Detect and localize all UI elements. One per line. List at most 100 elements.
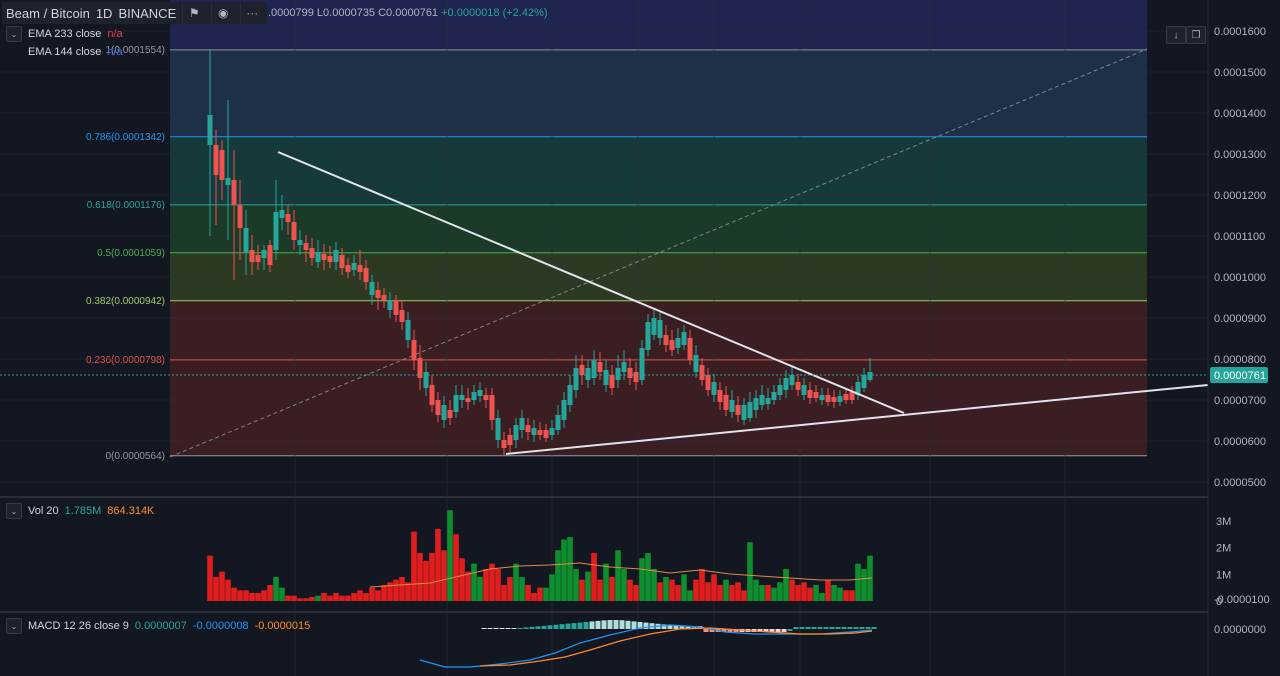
volume-bar: [285, 595, 291, 601]
volume-bar: [213, 576, 219, 601]
candle-body: [681, 332, 687, 345]
descending-trend-line[interactable]: [277, 151, 905, 414]
macd-hist-bar: [613, 620, 619, 629]
candle-body: [519, 418, 525, 430]
fib-band: [170, 204, 1147, 253]
flag-icon[interactable]: ⚑: [182, 3, 205, 23]
macd-hist-bar: [805, 627, 811, 629]
volume-legend[interactable]: ⌄ Vol 20 1.785M 864.314K: [6, 503, 154, 519]
volume-bar: [309, 596, 315, 601]
candle-body: [219, 150, 225, 180]
fib-retracement[interactable]: 1(0.0001554) 0.786(0.0001342) 0.618(0.0001…: [86, 45, 1147, 462]
candle-body: [867, 372, 873, 380]
symbol-header[interactable]: Beam / Bitcoin 1D BINANCE ⚑ ◉ ···: [2, 2, 268, 24]
macd-label: MACD 12 26 close 9: [28, 620, 129, 632]
volume-bar: [789, 579, 795, 601]
volume-bar: [783, 568, 789, 601]
candle-body: [693, 355, 699, 372]
macd-legend[interactable]: ⌄ MACD 12 26 close 9 0.0000007 -0.000000…: [6, 618, 310, 634]
scroll-down-icon[interactable]: ↓: [1166, 26, 1186, 44]
candle-body: [291, 222, 297, 240]
macd-hist-bar: [493, 628, 499, 629]
volume-bar: [831, 584, 837, 601]
candle-body: [273, 212, 279, 250]
macd-hist-bar: [769, 629, 775, 632]
fib-level-label: 1(0.0001554): [106, 45, 166, 56]
candle-body: [471, 392, 477, 400]
price-tick-label: 0.0000500: [1214, 477, 1266, 489]
price-tick-label: 0.0000800: [1214, 354, 1266, 366]
volume-bar: [279, 587, 285, 601]
candle-body: [453, 395, 459, 412]
volume-bar: [267, 584, 273, 601]
fib-level-label: 0.618(0.0001176): [87, 200, 165, 211]
chevron-down-icon[interactable]: ⌄: [6, 26, 22, 42]
ema144-legend[interactable]: EMA 144 close n/a: [28, 46, 123, 58]
candle-body: [567, 385, 573, 405]
macd-hist-bar: [505, 628, 511, 629]
macd-hist-bar: [571, 623, 577, 629]
candle-body: [525, 425, 531, 432]
volume-bar: [531, 592, 537, 601]
fib-level-label: 0.5(0.0001059): [97, 248, 165, 259]
candle-body: [531, 428, 537, 435]
chevron-down-icon[interactable]: ⌄: [6, 503, 22, 519]
candle-body: [747, 402, 753, 418]
macd-hist-bar: [835, 627, 841, 629]
fib-band: [170, 136, 1147, 205]
volume-bar: [669, 579, 675, 601]
candle-body: [483, 395, 489, 400]
chevron-down-icon[interactable]: ⌄: [6, 618, 22, 634]
candle-body: [699, 365, 705, 380]
price-tick-label: 0.0001100: [1214, 231, 1265, 243]
volume-bar: [693, 579, 699, 601]
maximize-icon[interactable]: ❐: [1186, 26, 1206, 44]
volume-bar: [681, 574, 687, 601]
volume-bar: [705, 582, 711, 601]
volume-tick-label: 0: [1216, 596, 1222, 608]
macd-hist-bar: [619, 620, 625, 629]
eye-icon[interactable]: ◉: [211, 3, 234, 23]
macd-hist-bar: [499, 628, 505, 629]
price-axis[interactable]: [1208, 0, 1280, 676]
candle-body: [615, 368, 621, 380]
vol-value-1: 1.785M: [64, 505, 102, 517]
volume-bar: [591, 552, 597, 601]
volume-bar: [771, 587, 777, 601]
candles: [207, 50, 873, 455]
volume-bar: [435, 528, 441, 601]
candle-body: [225, 178, 231, 185]
candle-body: [207, 115, 213, 145]
candle-body: [543, 430, 549, 438]
volume-bar: [459, 558, 465, 601]
symbol-name[interactable]: Beam / Bitcoin: [6, 5, 90, 21]
candle-body: [561, 400, 567, 420]
macd-hist-bar: [535, 626, 541, 629]
candle-body: [687, 338, 693, 360]
candle-body: [357, 265, 363, 272]
macd-hist-bar: [607, 620, 613, 629]
volume-bar: [537, 587, 543, 601]
fib-top-band: [170, 0, 1147, 49]
candle-body: [609, 375, 615, 388]
macd-hist-bar: [517, 628, 523, 629]
candle-body: [633, 372, 639, 382]
volume-bar: [417, 552, 423, 601]
ema233-legend[interactable]: ⌄ EMA 233 close n/a: [6, 26, 123, 42]
volume-bar: [369, 587, 375, 601]
candle-body: [711, 382, 717, 395]
more-icon[interactable]: ···: [240, 3, 263, 23]
volume-bar: [633, 584, 639, 601]
macd-hist-bar: [511, 628, 517, 629]
macd-hist-bar: [853, 627, 859, 629]
ema144-value: n/a: [107, 46, 123, 58]
interval-label[interactable]: 1D: [95, 5, 113, 21]
candle-body: [417, 358, 423, 378]
macd-hist-bar: [865, 627, 871, 629]
candle-body: [837, 396, 843, 402]
candle-body: [741, 405, 747, 420]
ascending-trend-line[interactable]: [505, 384, 1209, 455]
candle-body: [771, 392, 777, 400]
volume-bar: [429, 552, 435, 601]
